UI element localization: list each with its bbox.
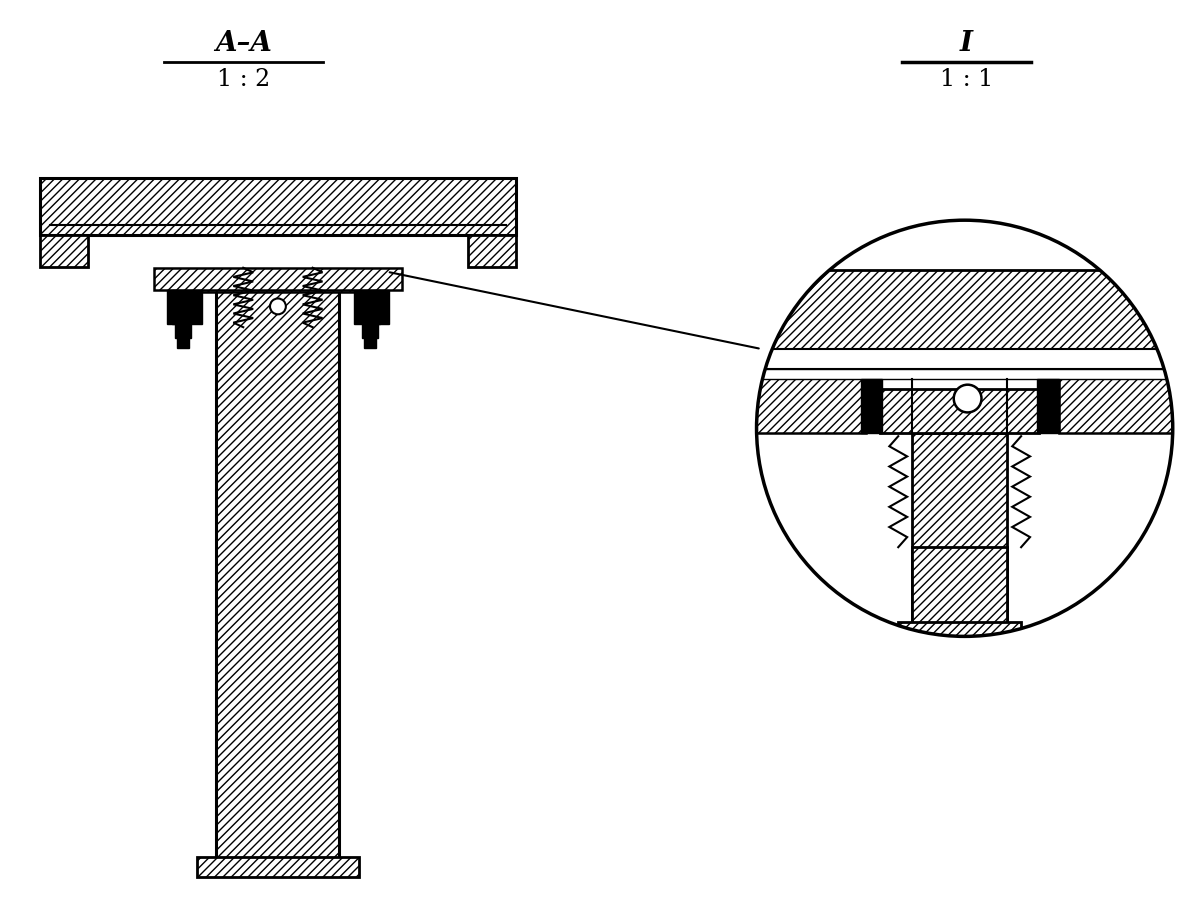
Bar: [751, 349, 1178, 369]
Bar: [362, 324, 378, 338]
Bar: [751, 369, 1178, 379]
Bar: [374, 289, 380, 324]
Bar: [751, 270, 1178, 349]
Bar: [175, 324, 190, 338]
Circle shape: [953, 385, 982, 412]
Bar: [898, 621, 1021, 642]
Bar: [913, 433, 1007, 642]
Bar: [154, 268, 402, 289]
Bar: [861, 379, 883, 433]
Text: A–A: A–A: [215, 30, 271, 57]
Circle shape: [757, 220, 1173, 636]
Bar: [172, 289, 178, 324]
Bar: [196, 857, 359, 878]
Bar: [177, 338, 189, 348]
Bar: [1037, 379, 1058, 433]
Bar: [187, 277, 370, 292]
Bar: [1058, 369, 1178, 433]
Bar: [216, 289, 340, 859]
Bar: [364, 338, 376, 348]
Bar: [751, 369, 866, 433]
Bar: [41, 177, 515, 235]
Circle shape: [757, 220, 1173, 636]
Bar: [880, 388, 1039, 433]
Bar: [913, 547, 1007, 642]
Bar: [354, 289, 389, 324]
Text: 1 : 2: 1 : 2: [216, 68, 270, 91]
Bar: [41, 235, 87, 267]
Bar: [468, 235, 515, 267]
Circle shape: [270, 298, 286, 314]
Text: 1 : 1: 1 : 1: [940, 68, 993, 91]
Bar: [167, 289, 202, 324]
Text: I: I: [960, 30, 974, 57]
